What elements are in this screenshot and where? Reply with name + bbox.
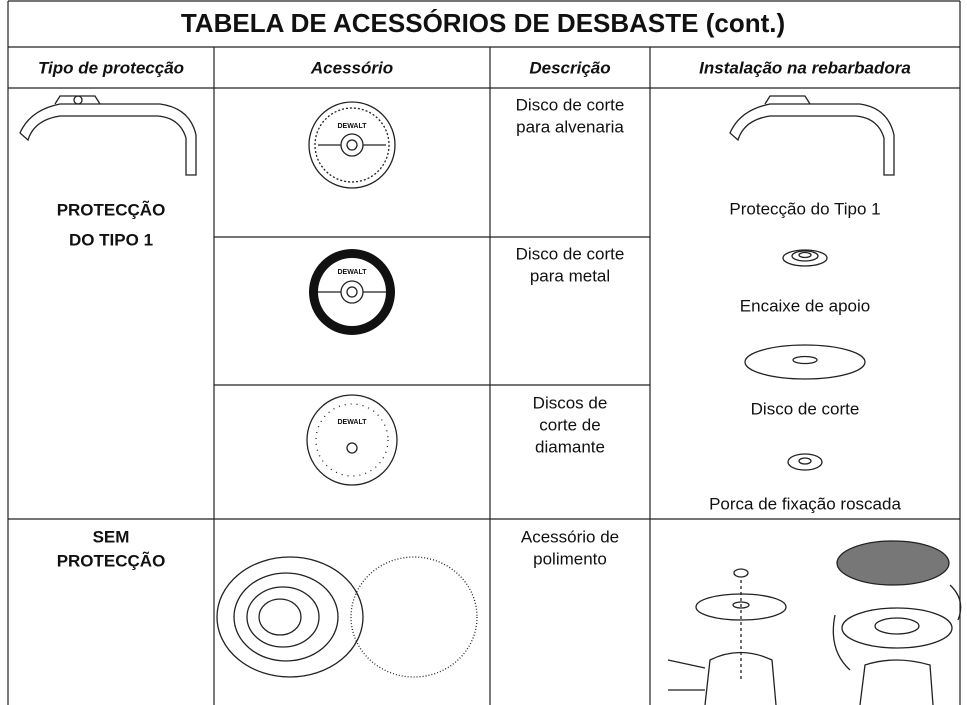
drawing-part: [233, 572, 339, 662]
drawing-part: [729, 103, 895, 176]
polishing-install: [667, 540, 962, 705]
drawing-part: [19, 103, 197, 176]
brand-label: DEWALT: [337, 123, 367, 130]
drawing-part: [73, 95, 83, 105]
description: Disco de corte: [516, 95, 625, 114]
drawing-part: [318, 258, 386, 326]
table-title: TABELA DE ACESSÓRIOS DE DESBASTE (cont.): [181, 8, 785, 38]
guard-label: DO TIPO 1: [69, 230, 153, 249]
drawing-part: [314, 107, 390, 183]
brand-label: DEWALT: [337, 269, 367, 276]
masonry-disc: DEWALT: [308, 101, 396, 189]
drawing-part: [841, 607, 953, 649]
column-header: Tipo de protecção: [38, 58, 184, 77]
install-step: Porca de fixação roscada: [709, 494, 901, 513]
drawing-part: [308, 101, 396, 189]
drawing-part: [667, 659, 706, 691]
drawing-part: [315, 403, 389, 477]
description: para alvenaria: [516, 117, 624, 136]
drawing-part: [704, 651, 777, 705]
description: diamante: [535, 437, 605, 456]
drawing-part: [792, 355, 818, 365]
drawing-part: [791, 250, 819, 262]
polishing-pads: [216, 556, 478, 678]
drawing-part: [306, 394, 398, 486]
drawing-part: [346, 442, 358, 454]
install-illustrations: [729, 95, 895, 471]
drawing-part: [346, 139, 358, 151]
description: Disco de corte: [516, 244, 625, 263]
guard-illustration: [19, 95, 197, 176]
drawing-part: [874, 617, 920, 635]
drawing-part: [733, 568, 749, 578]
install-step: Protecção do Tipo 1: [729, 199, 880, 218]
drawing-part: [246, 586, 320, 648]
description: Acessório de: [521, 527, 619, 546]
drawing-part: [859, 659, 934, 705]
drawing-part: [798, 457, 812, 465]
drawing-part: [764, 95, 811, 105]
drawing-part: [346, 286, 358, 298]
metal-disc: DEWALT: [309, 249, 395, 335]
description: Discos de: [533, 393, 608, 412]
diamond-disc: DEWALT: [306, 394, 398, 486]
drawing-part: [54, 95, 101, 105]
guard-label: PROTECÇÃO: [57, 550, 166, 570]
drawing-part: [832, 584, 962, 671]
column-header: Descrição: [529, 58, 610, 77]
drawing-part: [216, 556, 364, 678]
drawing-part: [836, 540, 950, 586]
column-header: Instalação na rebarbadora: [699, 58, 911, 77]
table-rules: [7, 0, 961, 705]
column-header: Acessório: [310, 58, 393, 77]
brand-label: DEWALT: [337, 419, 367, 426]
description: corte de: [539, 415, 600, 434]
drawing-part: [787, 453, 823, 471]
description: polimento: [533, 549, 607, 568]
install-step: Encaixe de apoio: [740, 296, 870, 315]
drawing-part: [258, 598, 302, 636]
drawing-part: [782, 249, 828, 267]
drawing-part: [350, 556, 478, 678]
install-step: Disco de corte: [751, 399, 860, 418]
drawing-part: [340, 133, 364, 157]
drawing-part: [732, 601, 750, 609]
guard-label: PROTECÇÃO: [57, 199, 166, 219]
description: para metal: [530, 266, 610, 285]
drawing-part: [744, 344, 866, 380]
guard-label: SEM: [93, 527, 130, 546]
drawing-part: [798, 251, 812, 259]
